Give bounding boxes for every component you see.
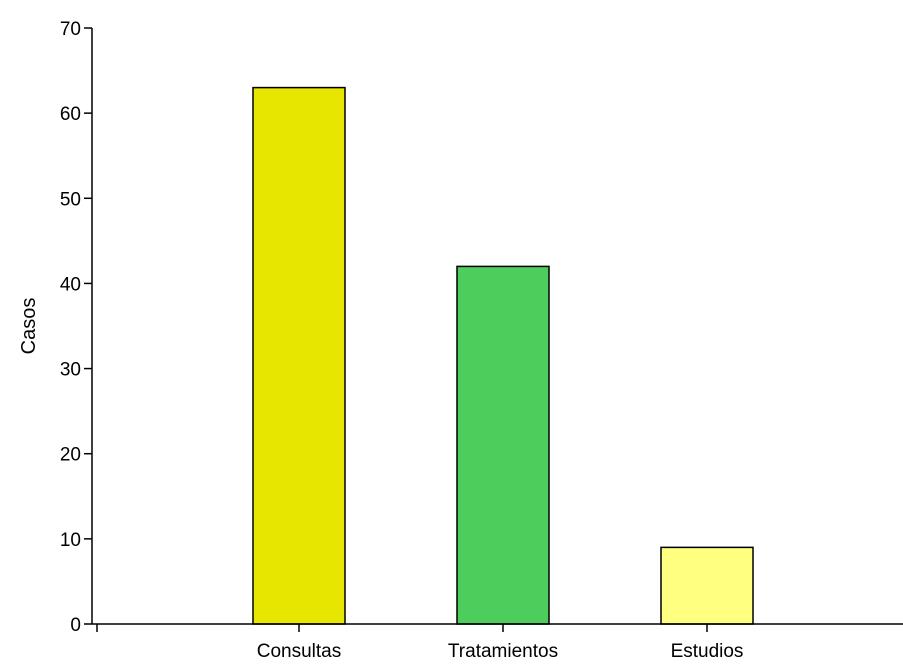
bar-consultas	[252, 86, 346, 625]
y-tick-label-10: 10	[60, 530, 81, 551]
x-tick-label-consultas: Consultas	[257, 641, 342, 662]
y-tick-label-50: 50	[60, 189, 81, 210]
bar-tratamientos	[456, 265, 550, 625]
y-tick-label-40: 40	[60, 274, 81, 295]
y-tick-label-0: 0	[70, 615, 81, 636]
bar-estudios	[660, 546, 754, 625]
y-tick-label-20: 20	[60, 445, 81, 466]
x-tick-label-tratamientos: Tratamientos	[448, 641, 558, 662]
y-tick-label-30: 30	[60, 360, 81, 381]
plot-area: 0 10 20 30 40 50 60 70 Consultas Tratamientos Estu…	[60, 19, 754, 662]
x-tick-label-estudios: Estudios	[671, 641, 744, 662]
y-tick-label-60: 60	[60, 104, 81, 125]
y-tick-label-70: 70	[60, 19, 81, 40]
y-axis-title: Casos	[18, 298, 40, 355]
